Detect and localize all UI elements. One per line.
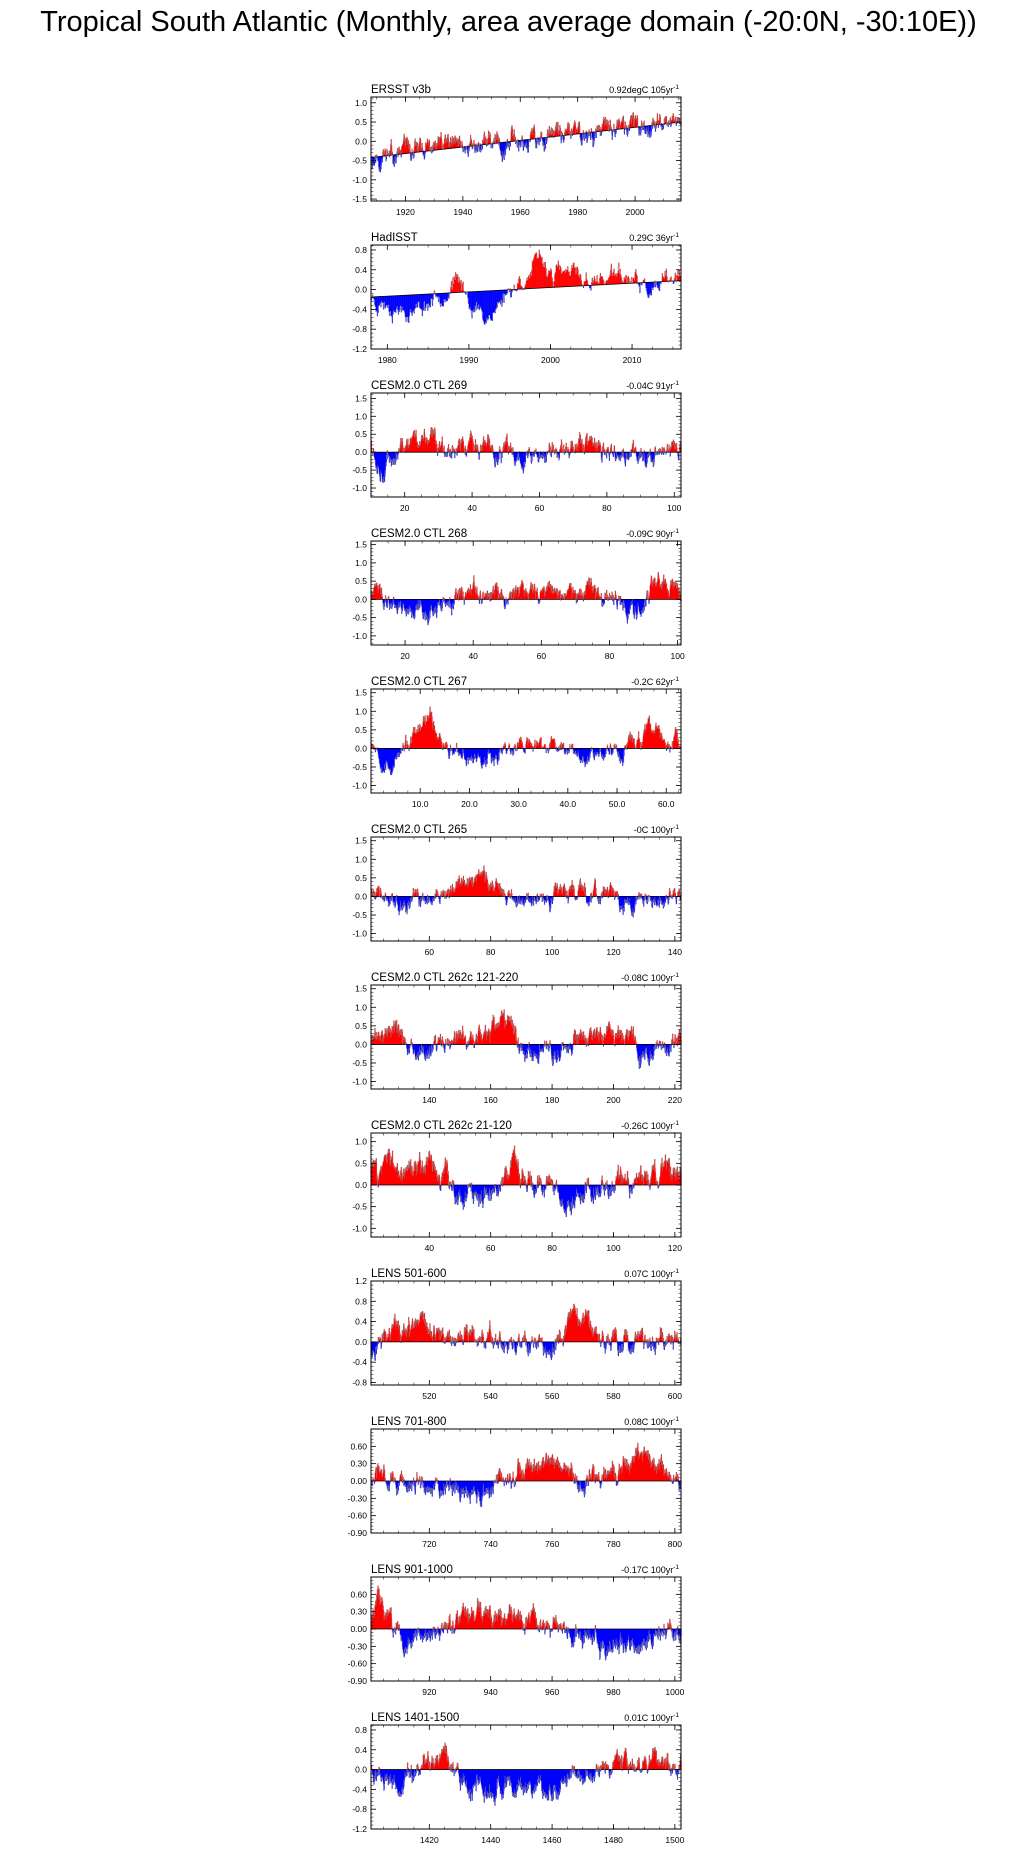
x-tick-label: 1960 xyxy=(511,207,530,217)
x-tick-label: 80 xyxy=(605,651,615,661)
chart-panel: HadISST 0.29C 36yr-1 -1.2 -0.8 -0.4 0.0 0.4 0.8… xyxy=(352,232,681,365)
x-tick-label: 2000 xyxy=(626,207,645,217)
y-tick-label: 0.0 xyxy=(355,136,367,146)
chart-panel: ERSST v3b 0.92degC 105yr-1 -1.5 -1.0 -0.5 0.0… xyxy=(352,84,681,217)
panel-title: CESM2.0 CTL 268 xyxy=(371,528,467,540)
y-tick-label: 0.5 xyxy=(355,429,367,439)
x-tick-label: 100 xyxy=(670,651,684,661)
y-tick-label: 0.0 xyxy=(355,594,367,604)
panel-trend: -0.04C 91yr-1 xyxy=(626,380,679,391)
panel-title: CESM2.0 CTL 269 xyxy=(371,380,467,392)
panel-trend: 0.92degC 105yr-1 xyxy=(609,84,679,95)
y-tick-label: 0.5 xyxy=(355,117,367,127)
y-tick-label: -0.5 xyxy=(352,156,367,166)
x-tick-label: 1940 xyxy=(453,207,472,217)
y-tick-label: -1.0 xyxy=(352,631,367,641)
y-tick-label: 1.0 xyxy=(355,558,367,568)
x-tick-label: 100 xyxy=(667,503,681,513)
x-tick-label: 40 xyxy=(467,503,477,513)
chart-panel: CESM2.0 CTL 267-0.2C 62yr-1-1.0-0.50.00.… xyxy=(352,676,681,809)
x-tick-label: 1980 xyxy=(378,355,397,365)
y-tick-label: -1.0 xyxy=(352,483,367,493)
x-tick-label: 1980 xyxy=(568,207,587,217)
x-tick-label: 20 xyxy=(400,503,410,513)
y-tick-label: 1.5 xyxy=(355,540,367,550)
y-tick-label: 0.8 xyxy=(355,245,367,255)
x-tick-label: 1990 xyxy=(459,355,478,365)
y-tick-label: 0.4 xyxy=(355,265,367,275)
y-tick-label: 1.5 xyxy=(355,393,367,403)
panel-trend: -0.2C 62yr-1 xyxy=(631,676,679,687)
y-tick-label: -0.8 xyxy=(352,324,367,334)
y-tick-label: -1.2 xyxy=(352,344,367,354)
y-tick-label: -0.5 xyxy=(352,613,367,623)
y-tick-label: 0.0 xyxy=(355,447,367,457)
chart-panel: CESM2.0 CTL 268 -0.09C 90yr-1 -1.0 -0.5 0.0 0… xyxy=(352,528,685,661)
x-tick-label: 2010 xyxy=(623,355,642,365)
x-tick-label: 80 xyxy=(602,503,612,513)
x-tick-label: 60 xyxy=(537,651,547,661)
y-tick-label: 1.0 xyxy=(355,98,367,108)
chart-panel: CESM2.0 CTL 269 -0.04C 91yr-1 -1.0 -0.5 0.0 0… xyxy=(352,380,681,513)
x-tick-label: 1920 xyxy=(396,207,415,217)
y-tick-label: 1.0 xyxy=(355,411,367,421)
reference-line xyxy=(371,122,681,157)
panel-trend: 0.29C 36yr-1 xyxy=(629,232,679,243)
y-tick-label: -0.5 xyxy=(352,465,367,475)
x-tick-label: 40 xyxy=(468,651,478,661)
panel-title: CESM2.0 CTL 267 xyxy=(371,676,467,688)
x-tick-label: 60 xyxy=(535,503,545,513)
y-tick-label: 0.5 xyxy=(355,576,367,586)
x-tick-label: 2000 xyxy=(541,355,560,365)
y-tick-label: 0.0 xyxy=(355,285,367,295)
y-tick-label: -1.0 xyxy=(352,175,367,185)
panel-trend: -0.09C 90yr-1 xyxy=(626,528,679,539)
y-tick-label: -0.4 xyxy=(352,304,367,314)
panel-title: ERSST v3b xyxy=(371,84,431,96)
panel-title: HadISST xyxy=(371,232,418,244)
x-tick-label: 20 xyxy=(400,651,410,661)
y-tick-label: -1.5 xyxy=(352,194,367,204)
